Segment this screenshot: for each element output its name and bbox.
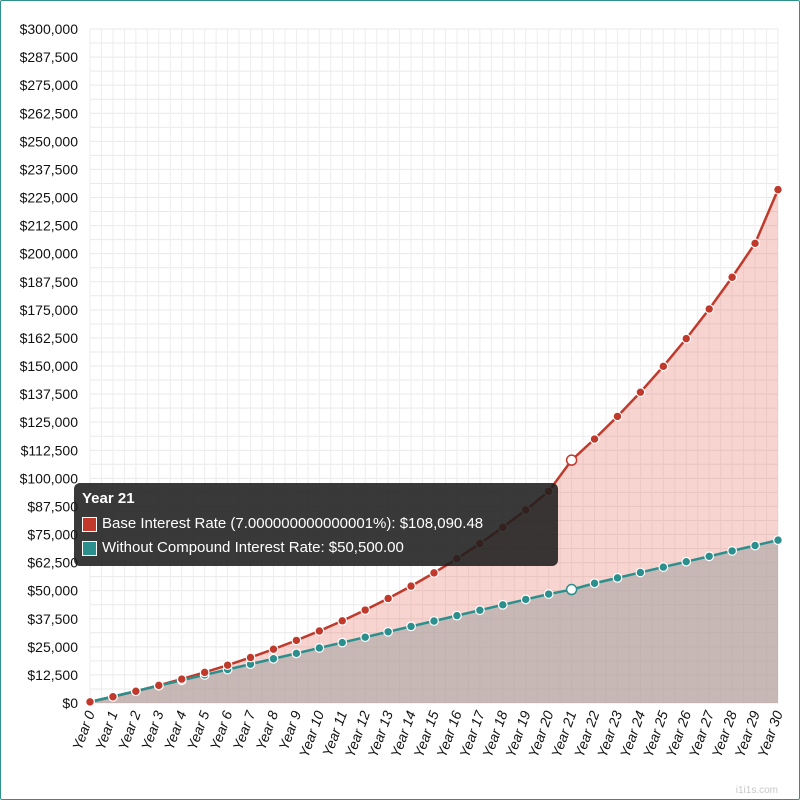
y-tick-label: $212,500 [20,218,79,234]
data-point-s1-24[interactable] [635,567,646,578]
y-tick-label: $162,500 [20,330,79,346]
tooltip-label-simple: Without Compound Interest Rate: $50,500.… [102,539,404,556]
data-point-s1-19[interactable] [520,594,531,605]
data-point-s1-18[interactable] [497,599,508,610]
data-point-s1-12[interactable] [360,632,371,643]
y-tick-label: $137,500 [20,386,79,402]
data-point-s0-6[interactable] [222,660,233,671]
data-point-s0-21[interactable] [565,454,578,466]
data-point-s0-5[interactable] [199,667,210,678]
y-tick-label: $275,000 [20,77,79,93]
data-point-s0-30[interactable] [773,184,783,195]
tooltip-swatch-base [82,516,97,532]
tooltip-swatch-simple [82,540,97,556]
y-axis: $0 $12,500 $25,000 $37,500 $50,000 $62,500 $75… [20,21,79,711]
data-point-s0-1[interactable] [108,691,118,702]
data-point-s1-29[interactable] [750,540,760,551]
data-point-s1-28[interactable] [727,546,738,556]
y-tick-label: $100,000 [20,470,79,486]
data-point-s1-11[interactable] [337,637,348,648]
tooltip-row-base-interest: Base Interest Rate (7.000000000000001%):… [82,512,550,536]
y-tick-label: $25,000 [27,639,78,655]
y-tick-label: $0 [62,695,78,711]
chart-tooltip: Year 21 Base Interest Rate (7.0000000000… [74,483,558,566]
data-point-s1-23[interactable] [612,572,623,583]
data-point-s0-22[interactable] [589,434,600,444]
data-point-s1-21[interactable] [565,583,578,596]
data-point-s0-9[interactable] [291,635,302,646]
y-tick-label: $300,000 [20,21,79,37]
y-tick-label: $62,500 [27,555,78,571]
data-point-s1-25[interactable] [658,562,669,572]
data-point-s0-23[interactable] [612,411,623,422]
data-point-s0-8[interactable] [268,644,279,655]
data-point-s0-3[interactable] [153,680,164,691]
data-point-s1-20[interactable] [543,589,554,599]
data-point-s0-13[interactable] [383,593,394,604]
data-point-s1-27[interactable] [704,551,715,562]
data-point-s0-29[interactable] [750,238,760,249]
data-point-s1-10[interactable] [314,643,325,653]
y-tick-label: $175,000 [20,302,79,318]
data-point-s0-25[interactable] [658,361,669,372]
y-tick-label: $37,500 [27,611,78,627]
data-point-s0-28[interactable] [727,272,738,283]
data-point-s0-10[interactable] [314,626,325,636]
data-point-s1-13[interactable] [383,626,394,637]
data-point-s0-14[interactable] [406,581,416,592]
y-tick-label: $150,000 [20,358,79,374]
y-tick-label: $75,000 [27,527,78,543]
data-point-s0-7[interactable] [245,652,256,663]
y-tick-label: $237,500 [20,161,79,177]
y-tick-label: $112,500 [21,442,79,458]
y-tick-label: $262,500 [20,105,79,121]
data-point-s0-0[interactable] [85,696,95,707]
data-point-s0-27[interactable] [704,304,715,314]
data-point-s1-14[interactable] [406,621,416,632]
y-tick-label: $187,500 [20,274,79,290]
data-point-s1-9[interactable] [291,648,302,659]
tooltip-title: Year 21 [82,490,135,507]
y-tick-label: $50,000 [27,583,78,599]
series-points[interactable] [85,184,783,707]
series-area-0 [90,189,778,703]
data-point-s1-30[interactable] [773,535,783,546]
data-point-s1-16[interactable] [452,610,462,621]
tooltip-row-without-compound: Without Compound Interest Rate: $50,500.… [82,536,550,560]
data-point-s1-22[interactable] [589,578,600,589]
data-point-s0-26[interactable] [681,333,692,344]
tooltip-label-base: Base Interest Rate (7.000000000000001%):… [102,515,484,532]
data-point-s0-15[interactable] [429,567,439,578]
y-tick-label: $225,000 [20,190,79,206]
data-point-s1-8[interactable] [268,653,279,664]
y-tick-label: $12,500 [27,667,78,683]
y-tick-label: $287,500 [20,49,79,65]
data-point-s1-26[interactable] [681,556,692,567]
y-tick-label: $200,000 [20,246,79,262]
data-point-s1-15[interactable] [429,616,439,626]
watermark: i1i1s.com [735,785,778,796]
y-tick-label: $125,000 [20,414,79,430]
data-point-s0-4[interactable] [176,674,187,684]
data-point-s0-11[interactable] [337,615,348,626]
y-tick-label: $250,000 [20,133,79,149]
data-point-s1-17[interactable] [474,605,485,616]
data-point-s0-24[interactable] [635,387,646,398]
data-point-s0-12[interactable] [360,605,371,615]
data-point-s0-2[interactable] [130,686,141,697]
y-tick-label: $87,500 [27,498,78,514]
